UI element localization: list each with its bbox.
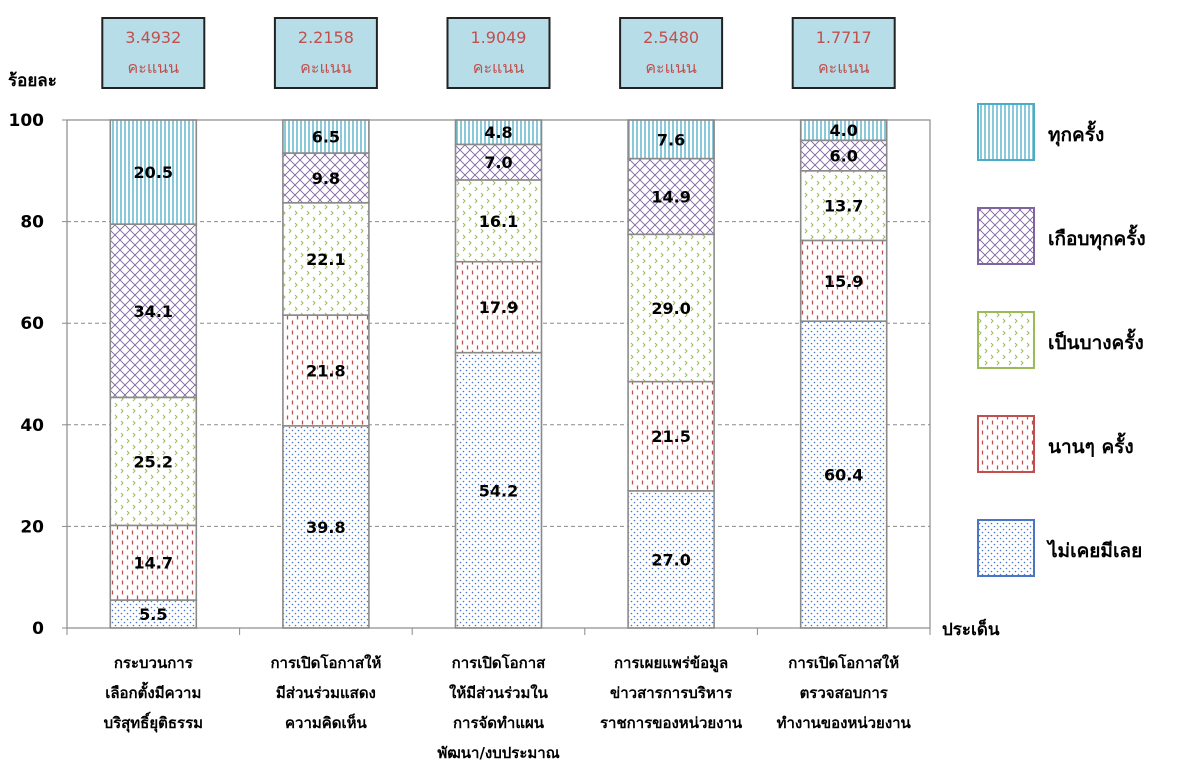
data-label: 25.2 [134, 452, 173, 471]
score-box [101, 17, 206, 89]
data-label: 13.7 [824, 197, 863, 216]
category-label: พัฒนา/งบประมาณ [437, 744, 559, 762]
data-label: 22.1 [306, 250, 345, 269]
bar-segment [282, 314, 370, 427]
x-axis-title: ประเด็น [942, 617, 1000, 640]
category-label: การจัดทำแผน [453, 714, 545, 732]
data-label: 15.9 [824, 272, 863, 291]
score-value: 2.2158 [298, 28, 354, 47]
data-label: 4.8 [484, 123, 512, 142]
legend-label: เป็นบางครั้ง [1048, 328, 1144, 354]
bar-segment [454, 179, 543, 263]
score-value: 2.5480 [643, 28, 699, 47]
data-label: 14.9 [651, 187, 690, 206]
bar-segment [454, 119, 543, 146]
category-label: ราชการของหน่วยงาน [600, 714, 743, 732]
bar-segment [627, 157, 715, 236]
bar-segment [454, 260, 543, 354]
plot-frame [66, 119, 931, 629]
bar-segment [282, 425, 370, 629]
category-label: ให้มีส่วนร่วมใน [449, 684, 549, 702]
category-label: กระบวนการ [114, 654, 194, 672]
data-label: 4.0 [830, 121, 858, 140]
legend-swatch [977, 519, 1035, 577]
bar-segment [109, 524, 198, 601]
y-axis-title: ร้อยละ [8, 71, 57, 91]
score-box [446, 17, 551, 89]
data-label: 20.5 [134, 163, 173, 182]
category-label: ความคิดเห็น [285, 713, 368, 732]
data-label: 17.9 [479, 298, 518, 317]
data-label: 6.5 [312, 128, 340, 147]
labels: 5.5 14.7 25.2 34.1 20.5 3.4932 คะแนนกระบวนการเ… [101, 17, 912, 762]
bar-segment [799, 239, 888, 322]
data-label: 16.1 [479, 212, 518, 231]
category-label: เลือกตั้งมีความ [105, 681, 201, 702]
score-unit: คะแนน [473, 58, 525, 77]
legend-label: ทุกครั้ง [1048, 120, 1104, 147]
score-value: 3.4932 [125, 28, 181, 47]
y-tick-label: 20 [20, 517, 44, 537]
bar-segment [282, 152, 370, 204]
score-unit: คะแนน [818, 58, 870, 77]
category-label: การเผยแพร่ข้อมูล [614, 654, 728, 673]
score-box [619, 17, 724, 89]
bar-segment [109, 223, 198, 399]
data-label: 39.8 [306, 518, 345, 537]
y-tick-label: 40 [20, 416, 44, 436]
category-label: มีส่วนร่วมแสดง [276, 684, 376, 702]
data-label: 54.2 [479, 481, 518, 500]
bar-segment [454, 143, 543, 181]
bar-segment [109, 119, 198, 225]
score-value: 1.9049 [471, 28, 527, 47]
score-unit: คะแนน [300, 58, 352, 77]
category-label: ตรวจสอบการ [800, 684, 889, 702]
category-label: การเปิดโอกาสให้ [270, 653, 381, 672]
score-unit: คะแนน [645, 58, 697, 77]
data-label: 34.1 [134, 302, 173, 321]
legend-label: นานๆ ครั้ง [1048, 432, 1134, 458]
data-label: 5.5 [139, 605, 167, 624]
y-tick-label: 0 [32, 619, 44, 639]
data-label: 14.7 [134, 554, 173, 573]
y-tick-label: 100 [9, 111, 45, 131]
data-label: 60.4 [824, 466, 863, 485]
data-label: 29.0 [651, 299, 690, 318]
y-tick-label: 60 [20, 314, 44, 334]
score-unit: คะแนน [128, 58, 180, 77]
category-label: ข่าวสารการบริหาร [610, 684, 733, 702]
category-label: การเปิดโอกาส [452, 653, 547, 672]
legend-swatch [977, 415, 1035, 473]
legend-label: เกือบทุกครั้ง [1048, 224, 1146, 251]
category-label: ทำงานของหน่วยงาน [777, 714, 912, 732]
bars [109, 119, 888, 629]
y-tick-label: 80 [20, 213, 44, 233]
category-label: การเปิดโอกาสให้ [788, 653, 899, 672]
legend-swatch [977, 103, 1035, 161]
score-box [273, 17, 378, 89]
data-label: 7.0 [484, 153, 512, 172]
data-label: 27.0 [651, 550, 690, 569]
bar-segment [282, 119, 370, 154]
bar-segment [799, 139, 888, 172]
data-label: 7.6 [657, 130, 685, 149]
legend-swatch [977, 207, 1035, 265]
data-label: 6.0 [830, 147, 858, 166]
data-label: 21.8 [306, 361, 345, 380]
score-value: 1.7717 [816, 28, 872, 47]
gridlines [67, 221, 930, 527]
data-label: 21.5 [651, 427, 690, 446]
category-label: บริสุทธิ์ยุติธรรม [104, 711, 203, 733]
bar-segment [454, 351, 543, 629]
data-label: 9.8 [312, 169, 340, 188]
legend-label: ไม่เคยมีเลย [1046, 539, 1142, 562]
bar-segment [627, 233, 715, 383]
bar-segment [282, 202, 370, 316]
legend-swatch [977, 311, 1035, 369]
score-box [791, 17, 896, 89]
